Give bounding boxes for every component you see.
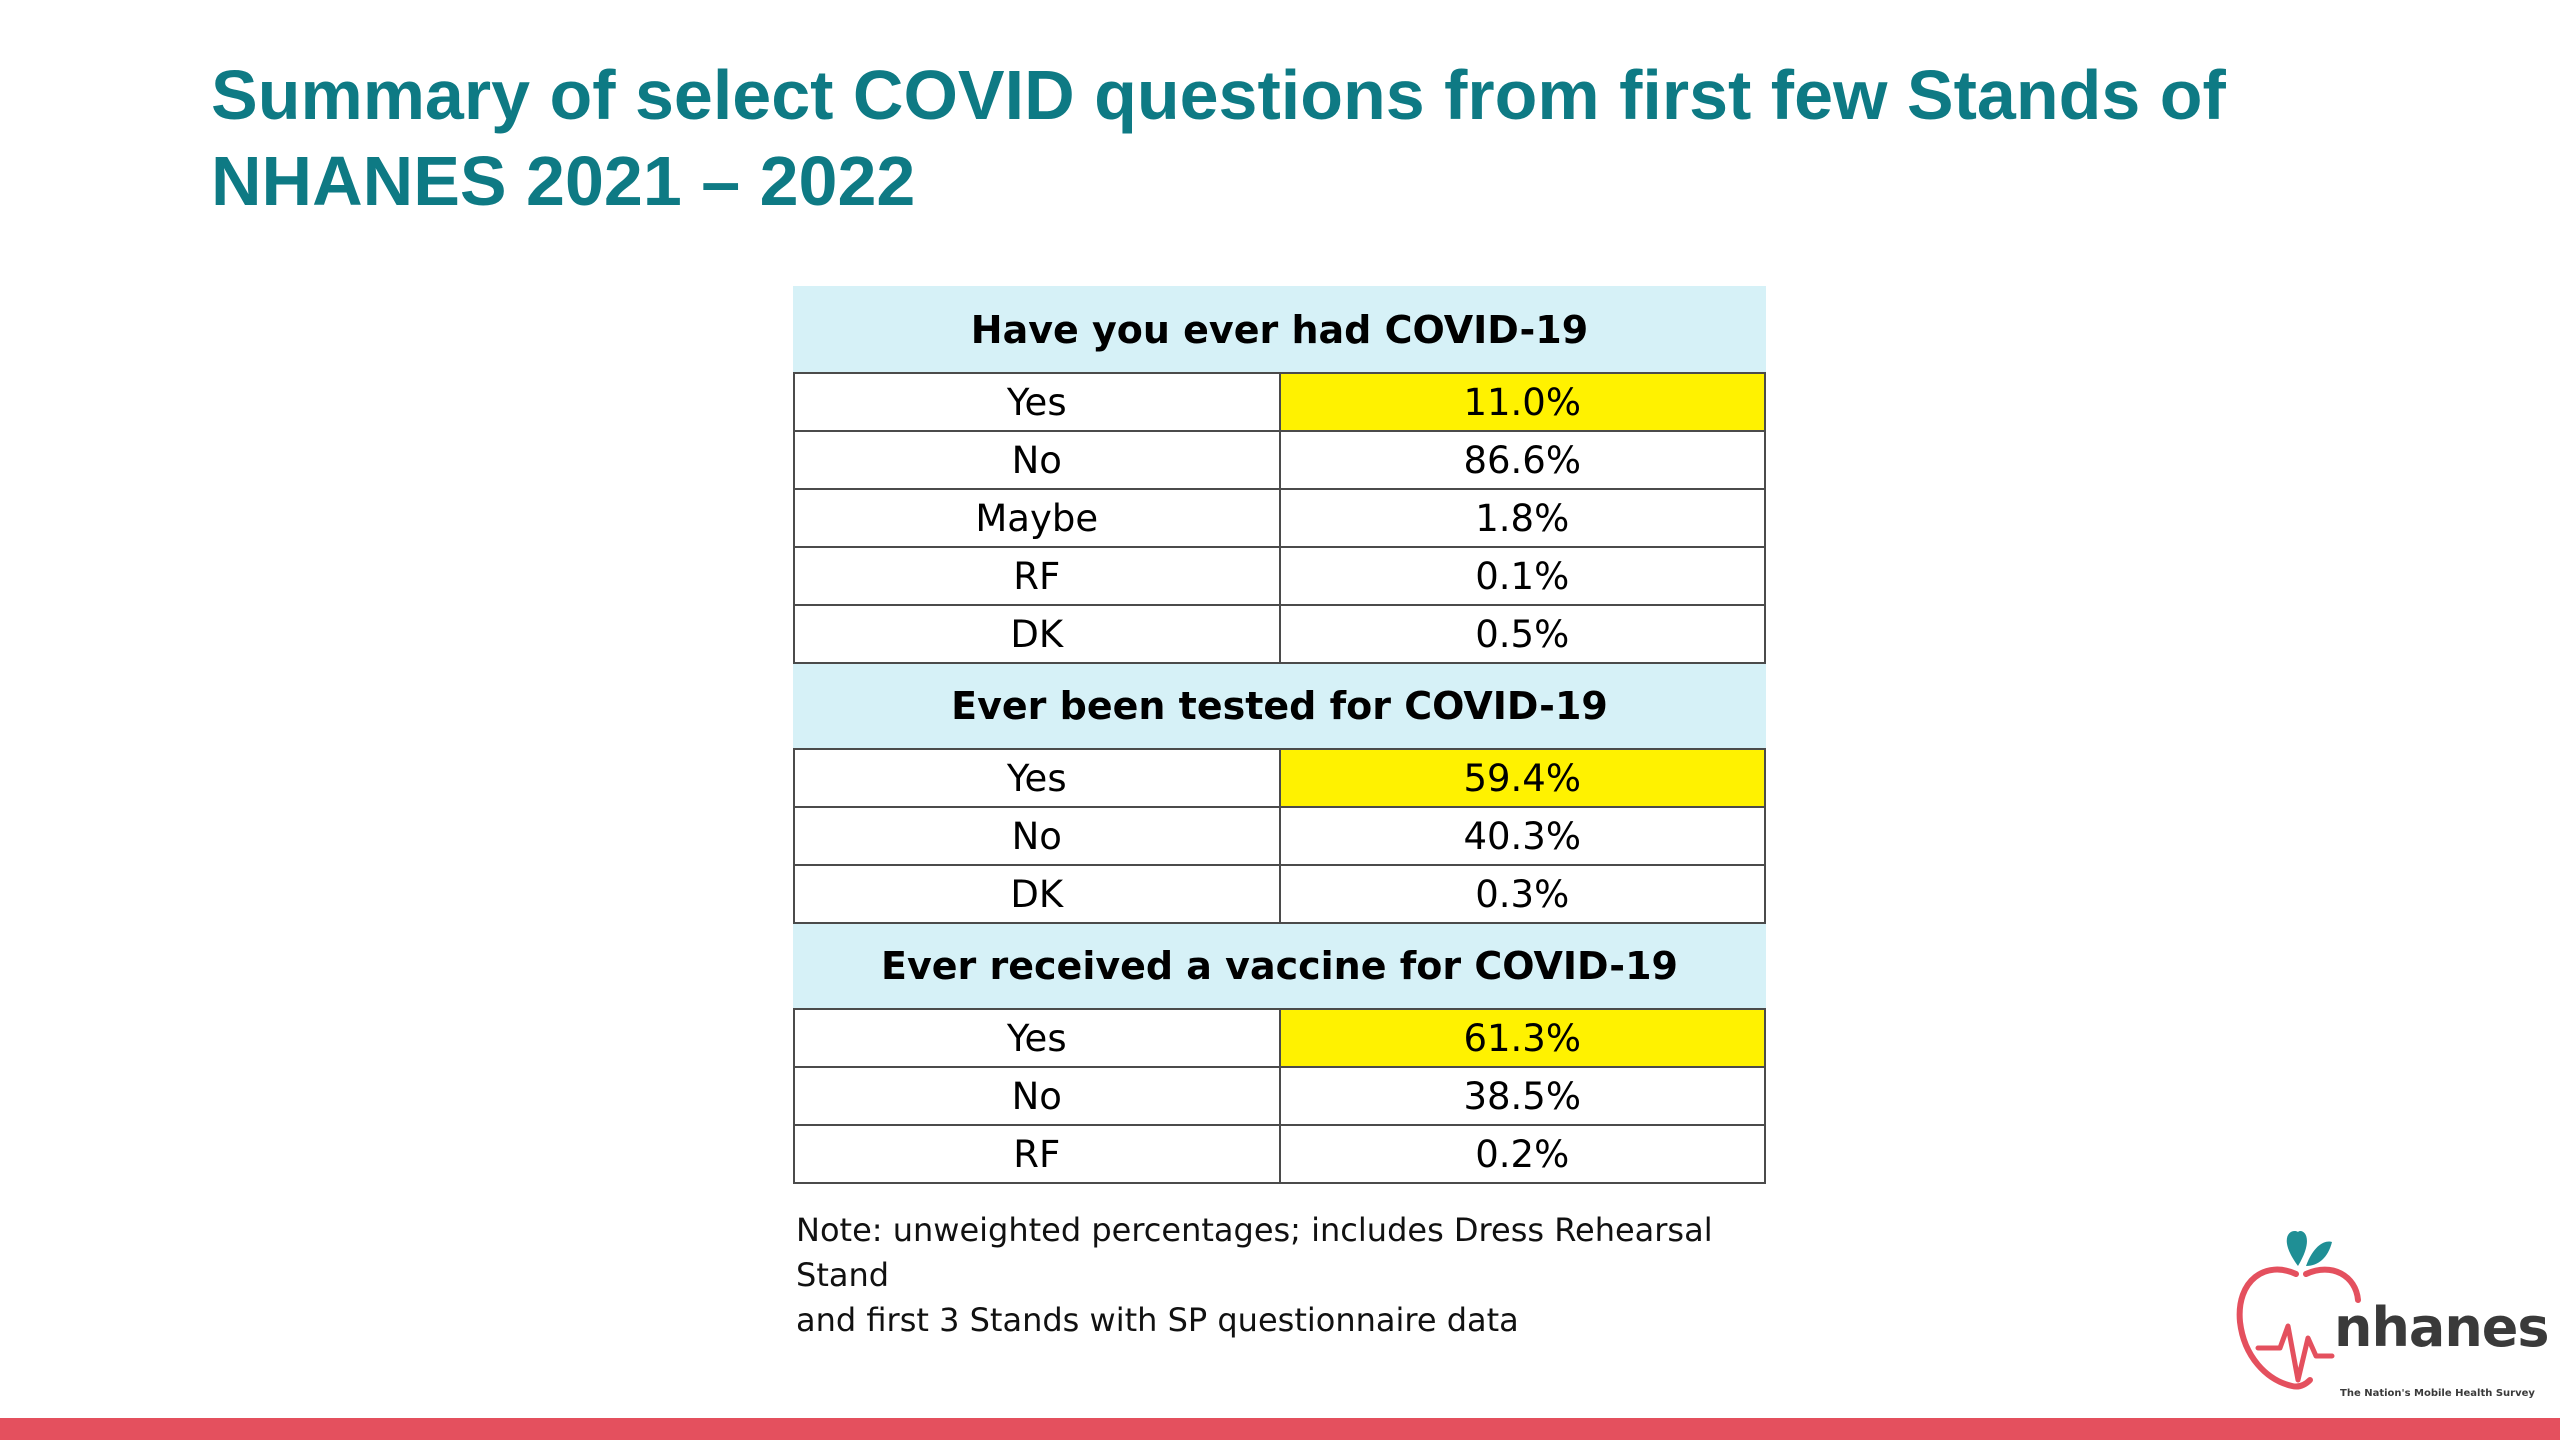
nhanes-logo: nhanes The Nation's Mobile Health Survey [2236, 1230, 2556, 1410]
table-row: RF 0.1% [793, 546, 1766, 606]
section-header-row: Ever been tested for COVID-19 [793, 662, 1766, 750]
slide-title-line-2: NHANES 2021 – 2022 [211, 142, 916, 220]
section-question: Ever received a vaccine for COVID-19 [793, 922, 1766, 1010]
slide-title-line-1: Summary of select COVID questions from f… [211, 56, 2226, 134]
answer-label: Yes [793, 372, 1281, 432]
answer-value-highlighted: 59.4% [1278, 748, 1766, 808]
answer-label: RF [793, 546, 1281, 606]
section-header-row: Ever received a vaccine for COVID-19 [793, 922, 1766, 1010]
answer-value: 38.5% [1278, 1066, 1766, 1126]
answer-value: 40.3% [1278, 806, 1766, 866]
table-row: No 86.6% [793, 430, 1766, 490]
answer-label: No [793, 430, 1281, 490]
answer-label: No [793, 806, 1281, 866]
bottom-accent-bar [0, 1418, 2560, 1440]
answer-value: 0.1% [1278, 546, 1766, 606]
answer-label: RF [793, 1124, 1281, 1184]
section-question: Ever been tested for COVID-19 [793, 662, 1766, 750]
answer-label: No [793, 1066, 1281, 1126]
logo-wordmark: nhanes [2334, 1296, 2550, 1359]
section-question: Have you ever had COVID-19 [793, 286, 1766, 374]
answer-value: 86.6% [1278, 430, 1766, 490]
table-row: Maybe 1.8% [793, 488, 1766, 548]
section-header-row: Have you ever had COVID-19 [793, 286, 1766, 374]
table-row: DK 0.5% [793, 604, 1766, 664]
answer-value: 0.5% [1278, 604, 1766, 664]
table-row: Yes 61.3% [793, 1008, 1766, 1068]
table-row: Yes 59.4% [793, 748, 1766, 808]
answer-value-highlighted: 61.3% [1278, 1008, 1766, 1068]
logo-tagline: The Nation's Mobile Health Survey [2340, 1388, 2535, 1399]
answer-value: 0.3% [1278, 864, 1766, 924]
table-row: Yes 11.0% [793, 372, 1766, 432]
answer-value: 0.2% [1278, 1124, 1766, 1184]
apple-heartbeat-icon [2236, 1231, 2361, 1390]
answer-label: Yes [793, 748, 1281, 808]
answer-label: Yes [793, 1008, 1281, 1068]
table-footnote: Note: unweighted percentages; includes D… [796, 1208, 1796, 1343]
answer-label: Maybe [793, 488, 1281, 548]
table-row: No 38.5% [793, 1066, 1766, 1126]
answer-value: 1.8% [1278, 488, 1766, 548]
covid-summary-table: Have you ever had COVID-19 Yes 11.0% No … [793, 286, 1766, 1184]
table-row: DK 0.3% [793, 864, 1766, 924]
table-row: No 40.3% [793, 806, 1766, 866]
answer-value-highlighted: 11.0% [1278, 372, 1766, 432]
footnote-line-2: and first 3 Stands with SP questionnaire… [796, 1301, 1519, 1339]
slide-title: Summary of select COVID questions from f… [211, 52, 2411, 224]
table-row: RF 0.2% [793, 1124, 1766, 1184]
footnote-line-1: Note: unweighted percentages; includes D… [796, 1211, 1713, 1294]
answer-label: DK [793, 864, 1281, 924]
answer-label: DK [793, 604, 1281, 664]
